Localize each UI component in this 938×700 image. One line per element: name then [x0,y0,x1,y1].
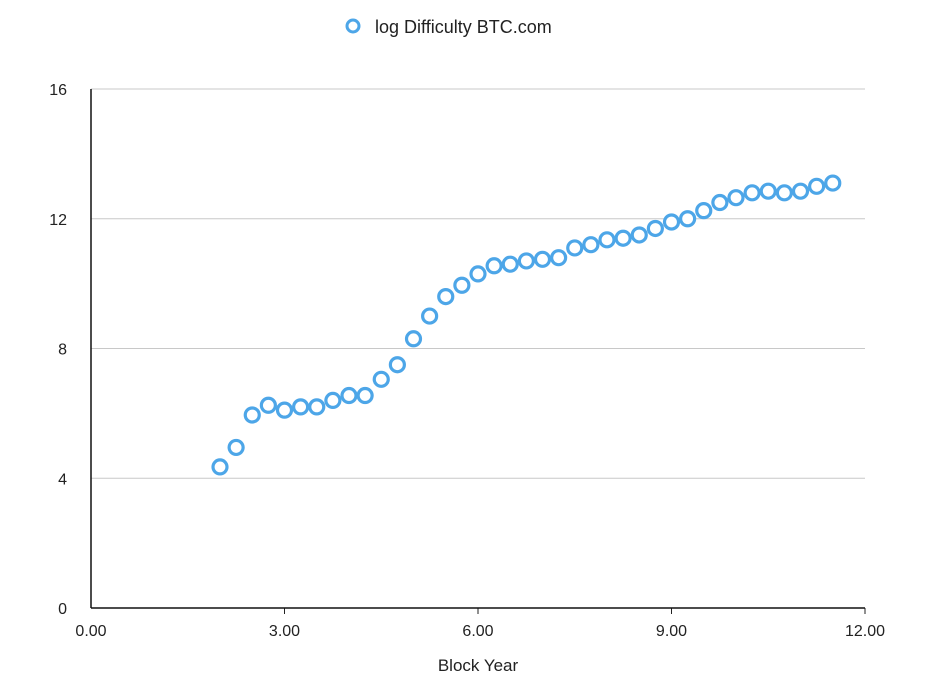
data-point [808,177,826,195]
data-point [437,288,455,306]
x-tick-label: 12.00 [845,623,885,640]
data-point [227,438,245,457]
data-point [372,370,390,388]
data-point [679,210,697,228]
data-point [646,219,664,238]
data-point [791,182,810,200]
data-point [582,236,600,254]
gridlines [91,88,865,479]
data-point [485,257,503,275]
data-point [275,401,294,419]
data-point [711,193,729,212]
y-tick-label: 0 [58,601,67,618]
legend-marker [345,18,361,34]
data-point [824,174,842,192]
data-point [453,276,471,294]
data-point [388,356,406,374]
x-axis-tick-labels: 0.00 3.00 6.00 9.00 12.00 [75,623,885,640]
y-tick-label: 12 [49,212,67,229]
data-point [727,189,745,207]
legend-label: log Difficulty BTC.com [375,17,552,37]
data-point [550,249,568,267]
data-point [662,213,681,231]
data-point [469,265,487,283]
axes [90,89,866,614]
x-tick-label: 6.00 [462,623,493,640]
x-tick-label: 3.00 [269,623,300,640]
data-point [566,239,584,257]
data-point [598,231,616,249]
data-point [630,226,648,244]
data-point [211,458,229,476]
data-point [404,330,423,348]
data-point [695,202,713,220]
data-point [614,229,632,247]
legend: log Difficulty BTC.com [345,17,552,37]
y-tick-label: 4 [58,471,67,488]
y-tick-label: 8 [58,342,67,359]
data-point [759,182,777,200]
y-axis-tick-labels: 0 4 8 12 16 [49,82,67,618]
x-tick-label: 0.00 [75,623,106,640]
data-point [259,396,277,414]
data-point [517,252,535,270]
data-point [308,398,326,416]
data-point [533,250,552,268]
data-point [340,386,358,405]
data-point [501,255,519,273]
data-point [775,184,793,202]
data-point [356,386,374,405]
data-point [292,398,310,416]
x-tick-label: 9.00 [656,623,687,640]
x-axis-title: Block Year [438,656,519,675]
data-point [421,307,439,325]
data-point [743,184,761,202]
data-points [211,174,842,476]
y-tick-label: 16 [49,82,67,99]
data-point [243,406,261,424]
data-point [324,391,342,409]
